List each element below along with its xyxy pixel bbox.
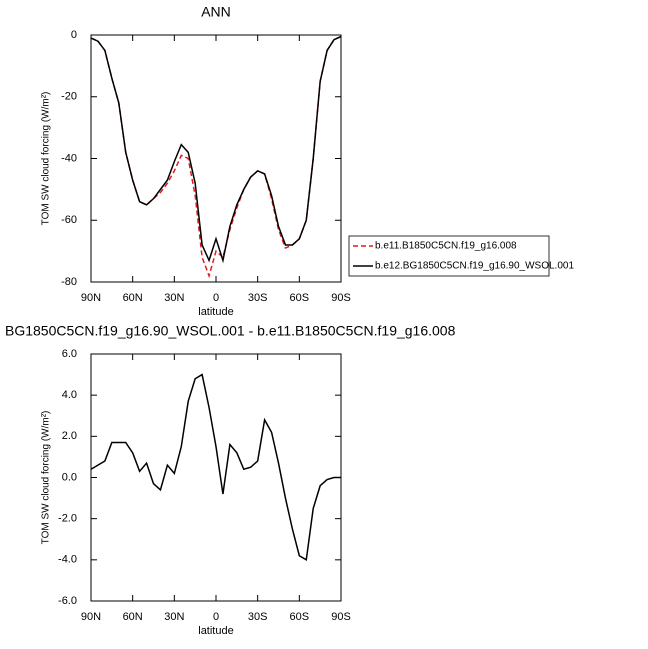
y-tick-label: 0 [71, 29, 77, 41]
x-tick-label: 90S [331, 611, 351, 623]
y-tick-label: -6.0 [58, 595, 77, 607]
y-axis-label: TOM SW cloud forcing (W/m²) [41, 92, 52, 226]
data-line [90, 373, 341, 562]
x-axis-label: latitude [198, 625, 233, 637]
y-tick-label: -80 [61, 276, 77, 288]
x-tick-label: 60S [290, 292, 310, 304]
x-tick-label: 0 [213, 292, 219, 304]
plot-frame [90, 353, 342, 602]
y-tick-label: 6.0 [62, 348, 77, 360]
legend-label: b.e12.BG1850C5CN.f19_g16.90_WSOL.001 [375, 261, 574, 272]
x-tick-label: 60N [123, 611, 143, 623]
legend-label: b.e11.B1850C5CN.f19_g16.008 [375, 241, 517, 252]
x-tick-label: 90N [81, 611, 101, 623]
y-tick-label: -40 [61, 152, 77, 164]
legend-box [348, 235, 550, 277]
chart-title: BG1850C5CN.f19_g16.90_WSOL.001 - b.e11.B… [5, 323, 456, 339]
x-tick-label: 90S [331, 292, 351, 304]
y-tick-label: -60 [61, 214, 77, 226]
x-tick-label: 30N [164, 611, 184, 623]
x-tick-label: 0 [213, 611, 219, 623]
x-tick-label: 60N [123, 292, 143, 304]
x-tick-label: 60S [290, 611, 310, 623]
chart-title: ANN [201, 4, 231, 20]
x-tick-label: 30N [164, 292, 184, 304]
y-tick-label: -20 [61, 91, 77, 103]
y-tick-label: 4.0 [62, 389, 77, 401]
x-tick-label: 90N [81, 292, 101, 304]
plot-frame [90, 34, 342, 283]
data-line [90, 35, 342, 264]
y-tick-label: -2.0 [58, 513, 77, 525]
y-tick-label: 2.0 [62, 430, 77, 442]
x-axis-label: latitude [198, 306, 233, 318]
y-axis-label: TOM SW cloud forcing (W/m²) [41, 411, 52, 545]
x-tick-label: 30S [248, 611, 268, 623]
x-tick-label: 30S [248, 292, 268, 304]
y-tick-label: 0.0 [62, 471, 77, 483]
y-tick-label: -4.0 [58, 554, 77, 566]
